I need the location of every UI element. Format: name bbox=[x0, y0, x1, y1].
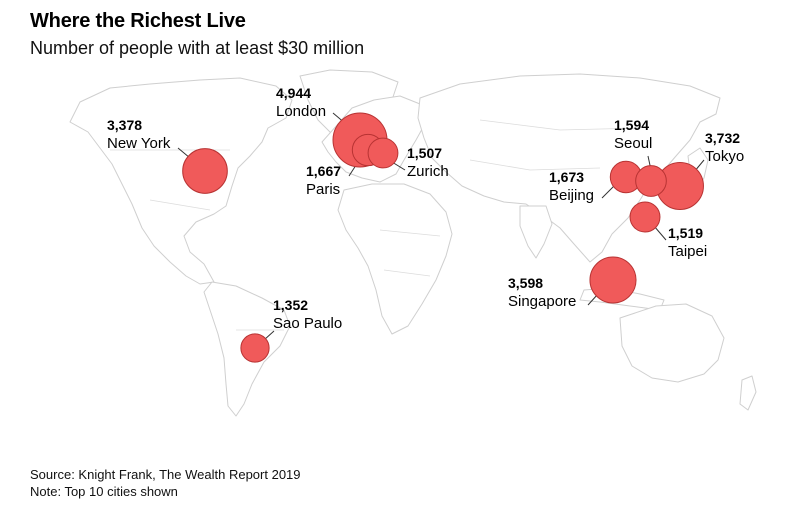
value-label-seoul: 1,594 bbox=[614, 117, 649, 133]
city-label-new-york: New York bbox=[107, 135, 171, 152]
source-note: Source: Knight Frank, The Wealth Report … bbox=[30, 467, 301, 482]
value-label-london: 4,944 bbox=[276, 85, 311, 101]
city-label-sao-paulo: Sao Paulo bbox=[273, 315, 342, 332]
asia-shape bbox=[417, 73, 721, 263]
value-label-singapore: 3,598 bbox=[508, 275, 543, 291]
bubble-singapore bbox=[589, 256, 637, 304]
city-label-london: London bbox=[276, 103, 326, 120]
city-label-paris: Paris bbox=[306, 181, 340, 198]
city-label-singapore: Singapore bbox=[508, 293, 576, 310]
bubble-zurich bbox=[367, 137, 399, 169]
city-label-seoul: Seoul bbox=[614, 135, 652, 152]
value-label-paris: 1,667 bbox=[306, 163, 341, 179]
bubble-new-york bbox=[182, 148, 228, 194]
africa-shape bbox=[337, 183, 453, 335]
label-layer: 4,944 London 3,378 New York 1,667 Paris 1,507 Z… bbox=[107, 85, 744, 332]
footer: Source: Knight Frank, The Wealth Report … bbox=[30, 466, 301, 500]
chart-subtitle: Number of people with at least $30 milli… bbox=[30, 38, 365, 58]
leader-taipei bbox=[653, 225, 667, 241]
cities-note: Note: Top 10 cities shown bbox=[30, 484, 178, 499]
city-label-zurich: Zurich bbox=[407, 163, 449, 180]
city-label-taipei: Taipei bbox=[668, 243, 707, 260]
bubble-seoul bbox=[635, 165, 667, 197]
value-label-sao-paulo: 1,352 bbox=[273, 297, 308, 313]
land-layer bbox=[69, 69, 757, 417]
value-label-tokyo: 3,732 bbox=[705, 130, 740, 146]
leader-beijing bbox=[601, 185, 615, 199]
bubble-taipei bbox=[629, 201, 661, 233]
bubble-sao-paulo bbox=[240, 333, 270, 363]
value-label-new-york: 3,378 bbox=[107, 117, 142, 133]
value-label-taipei: 1,519 bbox=[668, 225, 703, 241]
bubble-layer bbox=[182, 112, 704, 363]
north-america-shape bbox=[69, 77, 293, 285]
india-shape bbox=[519, 205, 553, 259]
new-zealand-shape bbox=[739, 375, 757, 411]
city-label-beijing: Beijing bbox=[549, 187, 594, 204]
value-label-beijing: 1,673 bbox=[549, 169, 584, 185]
chart-title: Where the Richest Live bbox=[30, 10, 246, 32]
australia-shape bbox=[619, 303, 725, 383]
city-label-tokyo: Tokyo bbox=[705, 148, 744, 165]
value-label-zurich: 1,507 bbox=[407, 145, 442, 161]
